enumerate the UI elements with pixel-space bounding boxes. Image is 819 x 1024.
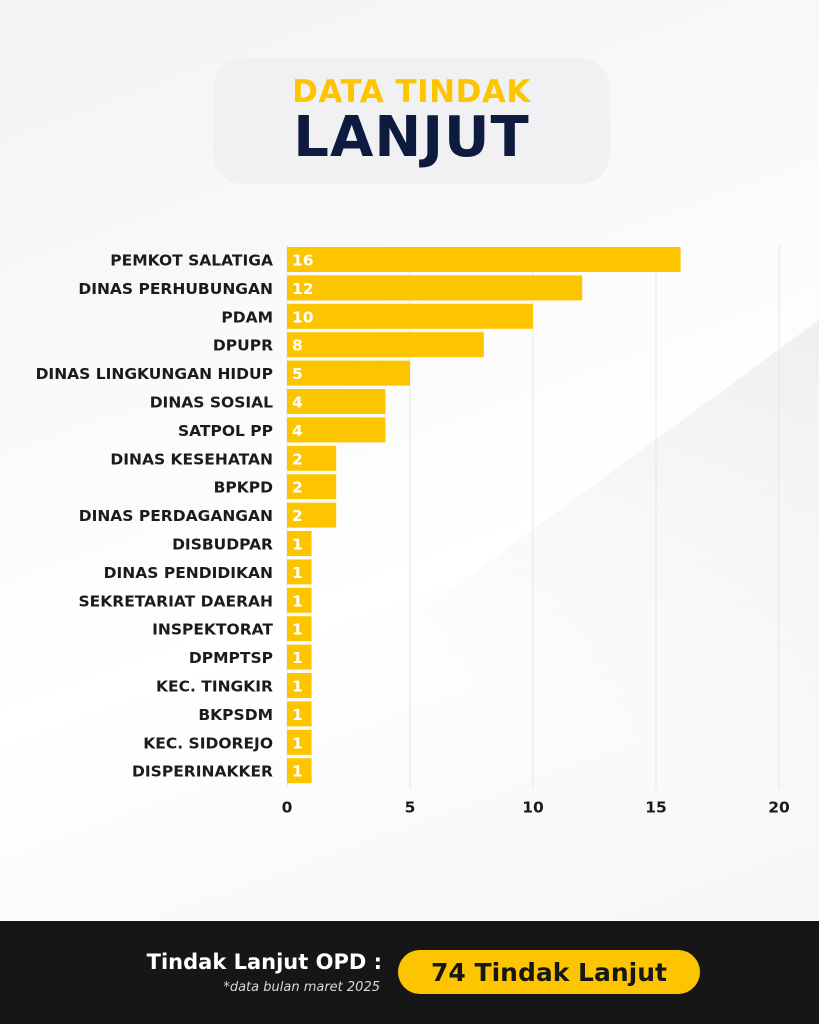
title-top: DATA TINDAK	[292, 74, 531, 110]
bar	[287, 445, 337, 471]
category-label: BPKPD	[214, 479, 274, 497]
x-tick-label: 15	[645, 799, 667, 817]
bar	[287, 474, 337, 500]
bar	[287, 360, 410, 386]
data-label: 1	[292, 621, 303, 639]
data-label: 1	[292, 678, 303, 696]
category-label: SATPOL PP	[178, 422, 273, 440]
bar	[287, 389, 386, 414]
bar	[287, 275, 583, 301]
data-label: 10	[292, 308, 314, 326]
data-label: 4	[292, 394, 303, 412]
category-label: SEKRETARIAT DAERAH	[79, 592, 273, 610]
data-label: 8	[292, 337, 303, 355]
bar	[287, 587, 312, 613]
data-label: 1	[292, 592, 303, 610]
data-label: 1	[292, 734, 303, 752]
bar	[287, 332, 484, 358]
category-label: DPUPR	[213, 337, 273, 355]
data-label: 1	[292, 564, 303, 582]
data-label: 1	[292, 649, 303, 667]
category-label: DINAS PERDAGANGAN	[79, 507, 273, 525]
data-label: 1	[292, 536, 303, 554]
bar	[287, 758, 312, 784]
data-label: 5	[292, 365, 303, 383]
bar	[287, 502, 337, 528]
bar	[287, 644, 312, 670]
footer-note: *data bulan maret 2025	[223, 980, 380, 995]
bar	[287, 303, 533, 329]
bar	[287, 729, 312, 755]
total-badge: 74 Tindak Lanjut	[398, 950, 700, 994]
category-label: DINAS KESEHATAN	[110, 450, 273, 468]
bar	[287, 701, 312, 727]
category-label: BKPSDM	[198, 706, 273, 724]
category-label: DINAS LINGKUNGAN HIDUP	[36, 365, 273, 383]
data-label: 1	[292, 763, 303, 781]
data-label: 2	[292, 450, 303, 468]
x-tick-label: 20	[768, 799, 790, 817]
x-tick-label: 5	[405, 799, 416, 817]
title-card: DATA TINDAK LANJUT	[213, 58, 610, 184]
x-tick-label: 0	[282, 799, 293, 817]
x-tick-label: 10	[522, 799, 544, 817]
footer-label: Tindak Lanjut OPD :	[146, 950, 382, 974]
category-label: DINAS SOSIAL	[150, 394, 273, 412]
category-label: DISPERINAKKER	[132, 763, 273, 781]
data-label: 4	[292, 422, 303, 440]
bar	[287, 531, 312, 556]
bar	[287, 247, 681, 272]
category-label: DINAS PERHUBUNGAN	[78, 280, 273, 298]
category-label: PEMKOT SALATIGA	[110, 252, 273, 270]
page-title: LANJUT	[293, 105, 530, 170]
bar	[287, 559, 312, 585]
category-label: DISBUDPAR	[172, 536, 273, 554]
data-label: 2	[292, 507, 303, 525]
bar	[287, 417, 386, 443]
category-label: DINAS PENDIDIKAN	[104, 564, 273, 582]
category-label: DPMPTSP	[189, 649, 273, 667]
category-label: PDAM	[221, 308, 273, 326]
bar	[287, 616, 312, 642]
data-label: 16	[292, 252, 314, 270]
footer: Tindak Lanjut OPD : *data bulan maret 20…	[0, 921, 819, 1024]
category-label: KEC. SIDOREJO	[143, 734, 273, 752]
bar	[287, 673, 312, 698]
data-label: 1	[292, 706, 303, 724]
category-label: KEC. TINGKIR	[156, 678, 273, 696]
data-label: 12	[292, 280, 314, 298]
data-label: 2	[292, 479, 303, 497]
category-label: INSPEKTORAT	[152, 621, 273, 639]
